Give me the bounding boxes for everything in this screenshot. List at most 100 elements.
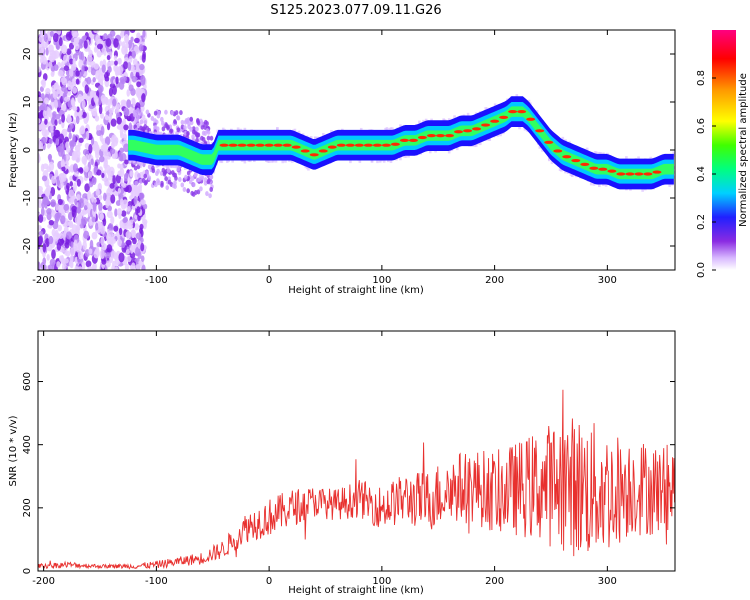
spectrogram-halo-cell	[219, 159, 222, 163]
spectrogram-peak-cell	[264, 143, 274, 147]
spectrogram-halo-cell	[570, 173, 574, 177]
spectrogram-noise-cell	[184, 174, 188, 180]
spectrogram-noise-cell	[129, 219, 134, 225]
spectrogram-noise-cell	[100, 144, 107, 152]
spectrogram-noise-cell	[82, 92, 88, 102]
spectrogram-noise-cell	[57, 224, 63, 232]
spectrogram-peak-cell	[273, 143, 283, 147]
spectrogram-halo-cell	[167, 132, 171, 136]
spectrogram-noise-cell	[79, 167, 84, 174]
spectrogram-halo-cell	[248, 159, 252, 163]
spectrogram-noise-cell	[53, 99, 59, 109]
spectrogram-noise-cell	[141, 93, 146, 103]
spectrogram-noise-cell	[51, 228, 56, 237]
spectrogram-halo-cell	[309, 135, 313, 139]
spectrogram-noise-cell	[178, 177, 182, 183]
spectrogram-noise-cell	[85, 154, 89, 161]
spectrogram-halo-cell	[523, 127, 527, 131]
spectrogram-halo-cell	[592, 182, 596, 186]
spectrogram-noise-cell	[50, 124, 54, 133]
spectrogram-noise-cell	[188, 179, 193, 185]
spectrogram-noise-cell	[111, 238, 116, 244]
spectrogram-peak-cell	[607, 169, 617, 173]
colorbar-tick-label: 0.8	[696, 70, 707, 86]
spectrogram-noise-cell	[40, 207, 45, 217]
spectrogram-halo-cell	[266, 159, 270, 163]
spectrogram-noise-cell	[114, 60, 118, 66]
spectrogram-noise-cell	[96, 124, 101, 131]
spectrogram-noise-cell	[101, 259, 107, 265]
spectrogram-halo-cell	[399, 124, 402, 128]
spectrogram-noise-cell	[119, 132, 125, 139]
spectrogram-noise-cell	[106, 122, 111, 131]
spectrogram-noise-cell	[55, 39, 60, 50]
spectrogram-noise-cell	[166, 167, 171, 173]
spectrogram-noise-cell	[99, 60, 103, 67]
spectrogram-noise-cell	[109, 182, 115, 189]
spectrogram-halo-cell	[541, 148, 544, 152]
spectrogram-noise-cell	[165, 185, 170, 191]
spectrogram-noise-cell	[157, 110, 161, 116]
spectrogram-peak-cell	[445, 134, 455, 138]
spectrogram-noise-cell	[116, 208, 123, 216]
spectrogram-noise-cell	[95, 197, 101, 205]
spectrogram-noise-cell	[72, 57, 76, 67]
spectrogram-halo-cell	[404, 154, 408, 158]
spectrogram-halo-cell	[179, 134, 183, 138]
spectrogram-noise-cell	[100, 236, 105, 246]
spectrogram-peak-cell	[399, 138, 409, 142]
spectrogram-noise-cell	[68, 68, 74, 77]
spectrogram-halo-cell	[136, 160, 140, 164]
spectrogram-noise-cell	[65, 31, 72, 41]
spectrogram-noise-cell	[115, 76, 119, 85]
spectrogram-noise-cell	[123, 75, 127, 82]
spectrogram-noise-cell	[42, 196, 49, 205]
spectrogram-noise-cell	[169, 128, 174, 134]
spectrogram-noise-cell	[129, 245, 134, 254]
spectrogram-halo-cell	[159, 131, 163, 135]
spectrogram-halo-cell	[359, 127, 363, 131]
spectrogram-noise-cell	[117, 239, 123, 247]
spectrogram-noise-cell	[64, 249, 68, 256]
y-tick-label: -10	[22, 190, 33, 206]
spectrogram-peak-cell	[363, 143, 373, 147]
y-tick-label: 0	[22, 147, 33, 153]
spectrogram-noise-cell	[100, 112, 104, 119]
spectrogram-noise-cell	[65, 231, 73, 240]
spectrogram-noise-cell	[38, 261, 41, 270]
spectrogram-noise-cell	[53, 64, 59, 72]
spectrogram-peak-cell	[219, 143, 229, 147]
spectrogram-halo-cell	[447, 150, 451, 154]
spectrogram-noise-cell	[145, 109, 150, 115]
spectrogram-halo-cell	[527, 99, 531, 103]
spectrogram-noise-cell	[41, 127, 47, 137]
spectrogram-noise-cell	[131, 97, 136, 104]
spectrogram-halo-cell	[399, 157, 402, 161]
spectrogram-halo-cell	[163, 164, 167, 168]
spectrogram-peak-cell	[318, 149, 328, 153]
spectrogram-noise-cell	[42, 243, 47, 253]
spectrogram-halo-cell	[305, 166, 309, 170]
spectrogram-halo-cell	[428, 150, 432, 154]
spectrogram-noise-cell	[209, 135, 214, 141]
spectrogram-halo-cell	[236, 127, 240, 131]
spectrogram-noise-cell	[69, 181, 74, 187]
spectrogram-noise-cell	[62, 104, 67, 112]
spectrogram-noise-cell	[71, 209, 77, 218]
spectrogram-noise-cell	[48, 161, 55, 171]
spectrogram-noise-cell	[108, 87, 114, 97]
spectrogram-noise-cell	[118, 227, 123, 236]
spectrogram-noise-cell	[62, 258, 69, 264]
spectrogram-halo-cell	[382, 159, 386, 163]
spectrogram-noise-cell	[143, 173, 148, 179]
x-tick-label: 100	[372, 275, 391, 286]
spectrogram-noise-cell	[131, 229, 136, 239]
spectrogram-noise-cell	[103, 158, 109, 167]
spectrogram-noise-cell	[70, 241, 74, 248]
spectrogram-noise-cell	[167, 179, 172, 185]
spectrogram-noise-cell	[70, 97, 75, 107]
colorbar-tick-label: 0.4	[696, 166, 707, 182]
spectrogram-noise-cell	[107, 66, 112, 73]
spectrogram-noise-cell	[92, 143, 97, 152]
spectrogram-noise-cell	[108, 222, 114, 231]
